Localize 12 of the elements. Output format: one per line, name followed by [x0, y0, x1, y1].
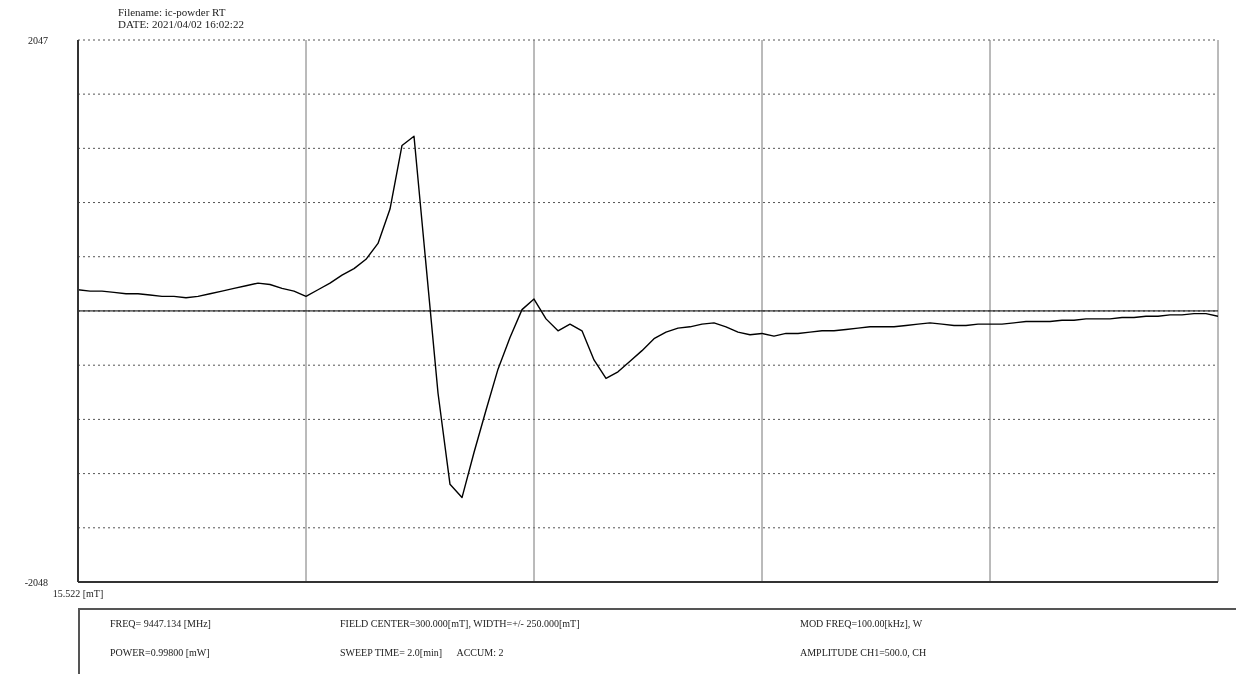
chart-title: Filename: ic-powder RT: [118, 6, 227, 18]
y-tick-label: -2048: [24, 576, 48, 588]
chart-subtitle: DATE: 2021/04/02 16:02:22: [118, 18, 244, 30]
text: MOD FREQ=100.00[kHz], W: [800, 618, 924, 631]
text: SWEEP TIME= 2.0[min] ACCUM: 2: [340, 647, 505, 660]
text: AMPLITUDE CH1=500.0, CH: [800, 647, 928, 660]
text: POWER=0.99800 [mW]: [110, 647, 211, 660]
x-tick-label: 15.522 [mT]: [52, 588, 104, 600]
y-tick-label: 2047: [28, 34, 48, 46]
line-series: [78, 135, 1218, 499]
text: FIELD CENTER=300.000[mT], WIDTH=+/- 250.000[mT]: [340, 618, 581, 631]
text: FREQ= 9447.134 [MHz]: [110, 618, 212, 631]
